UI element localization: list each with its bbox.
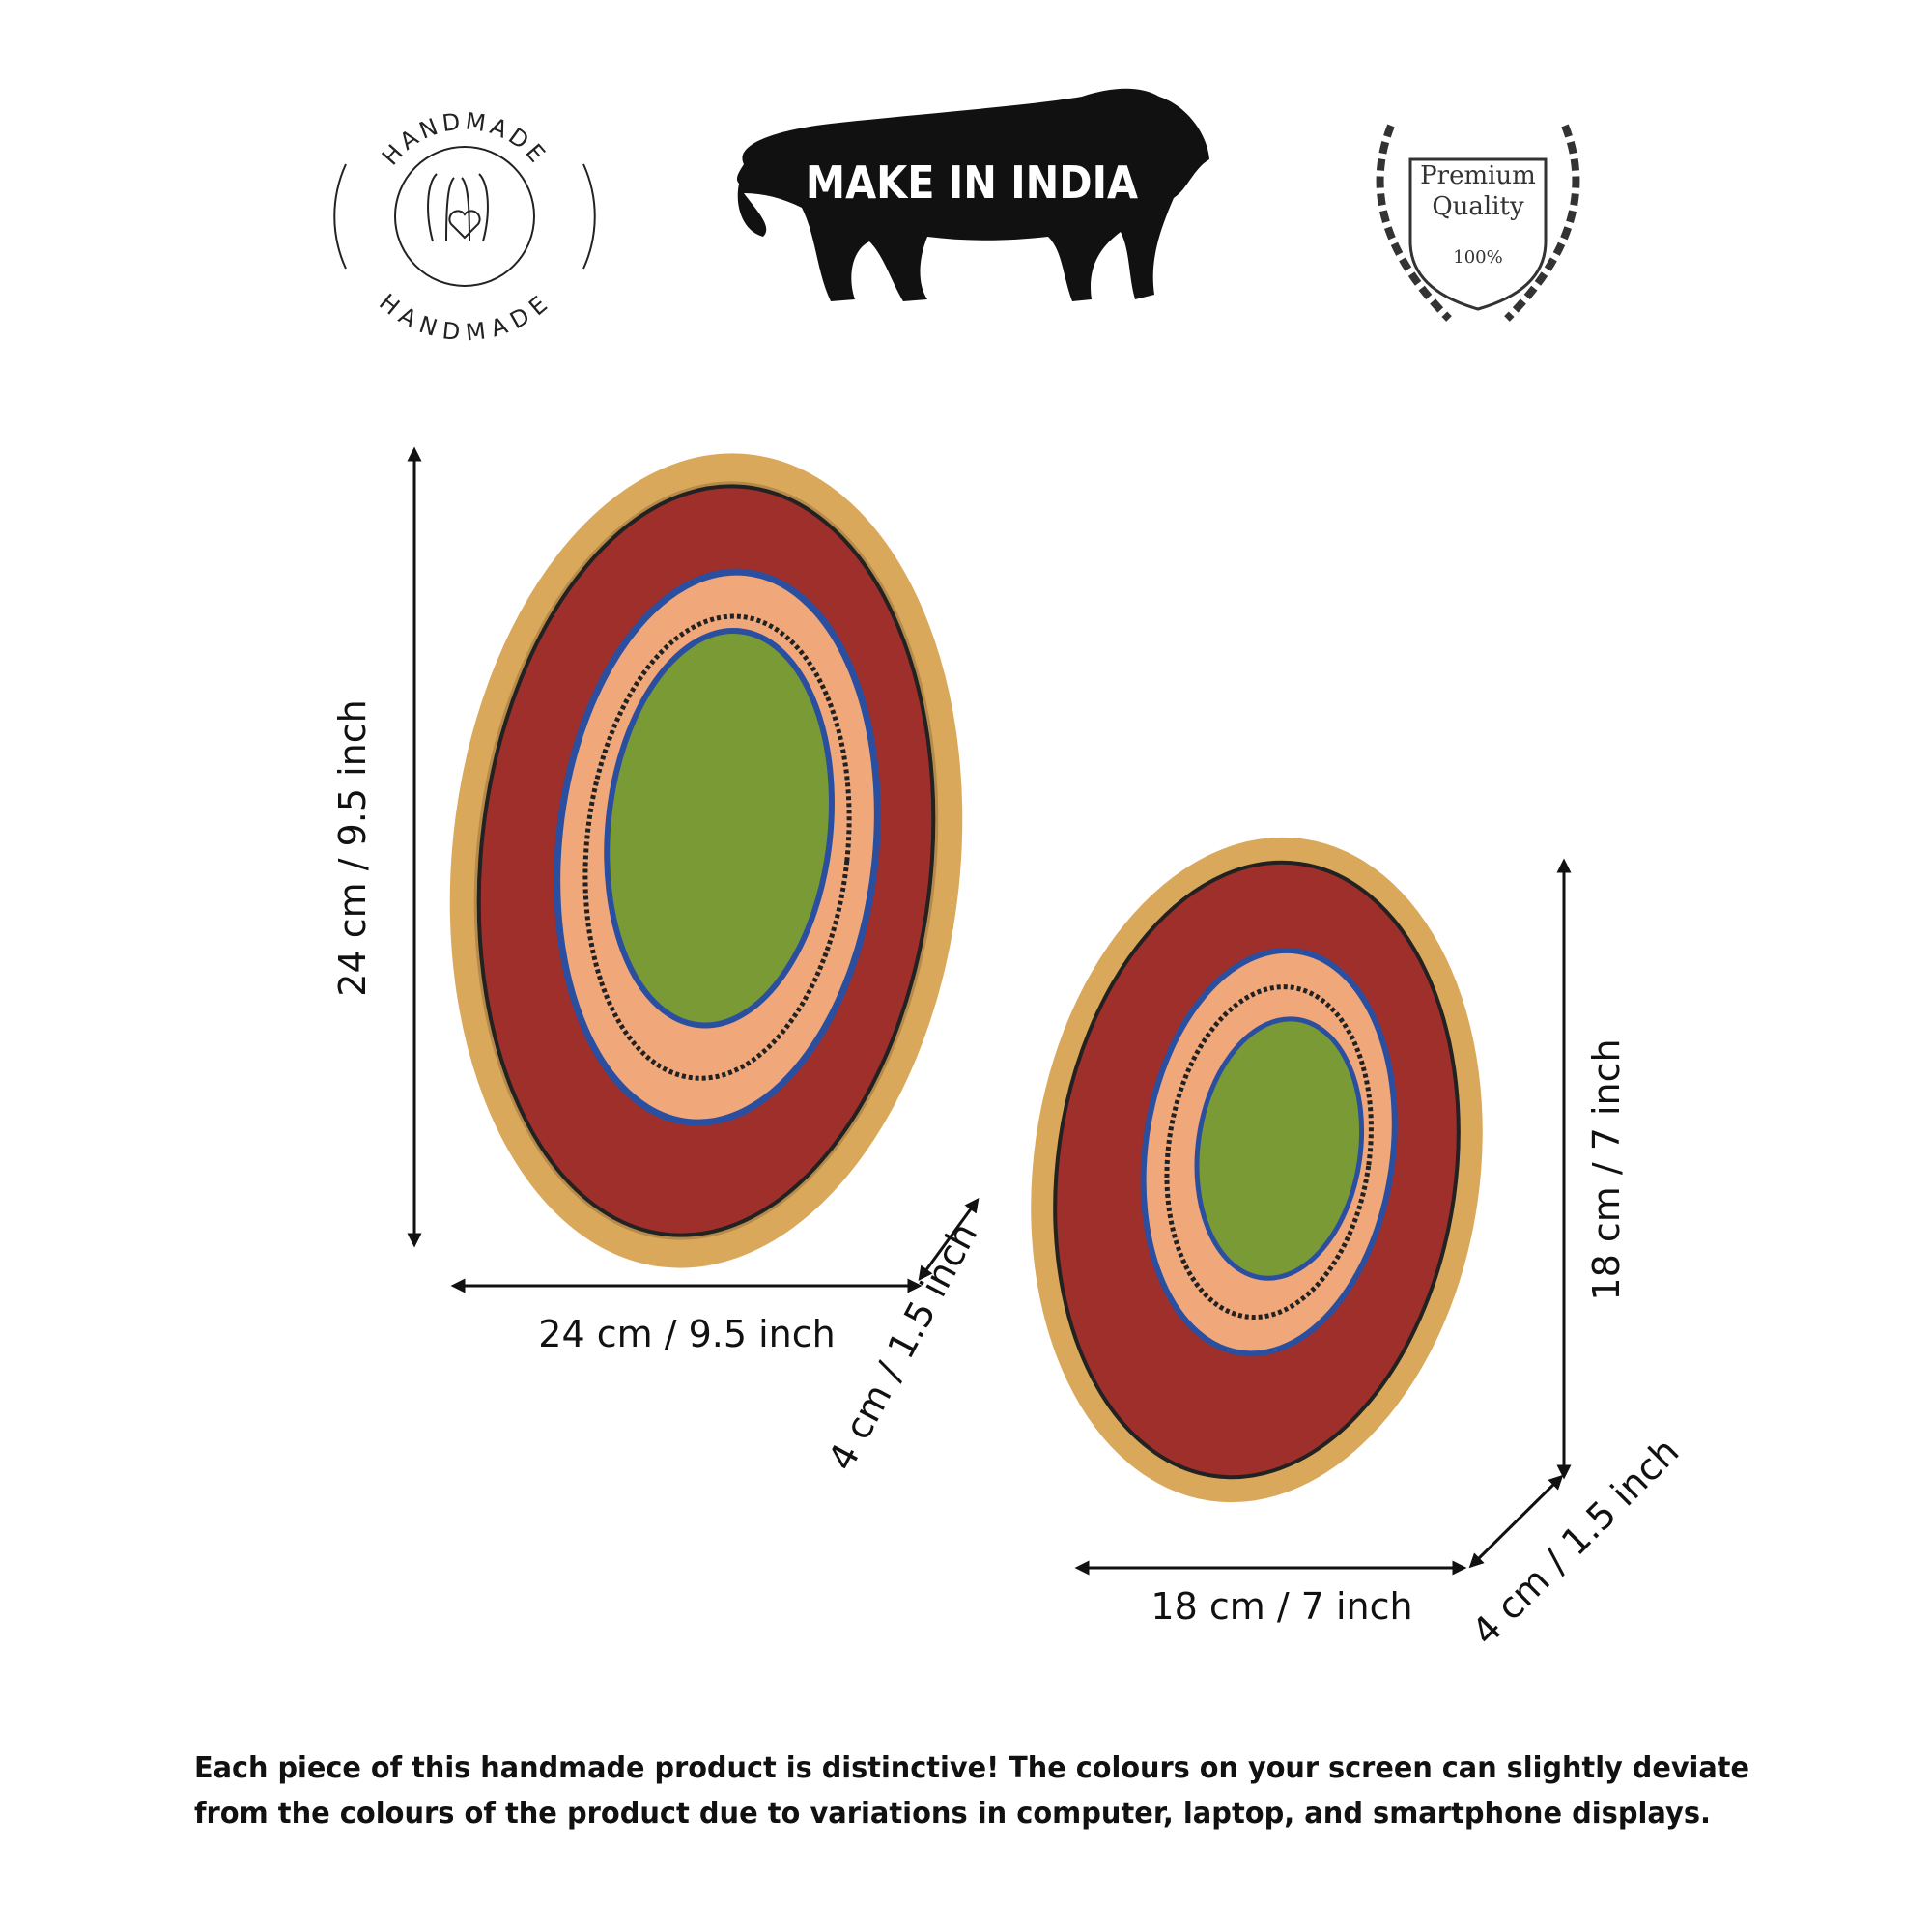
small-plate [1031, 837, 1483, 1503]
large-height: 24 cm / 9.5 inch [331, 699, 374, 996]
dimension-arrow [918, 1197, 980, 1282]
small-width: 18 cm / 7 inch [1151, 1585, 1412, 1628]
badge-text: HANDMADE [377, 107, 553, 170]
handmade-bottom: HANDMADE [374, 288, 551, 346]
quality-text: Quality [1432, 192, 1524, 221]
premium-text: Premium [1420, 161, 1536, 190]
percent-text: 100% [1453, 247, 1502, 268]
disclaimer-line: from the colours of the product due to v… [194, 1797, 1711, 1831]
large-depth: 4 cm / 1.5 inch [820, 1216, 986, 1478]
badge-text: HANDMADE [374, 288, 554, 346]
large-plate [449, 453, 963, 1268]
make-in-india: MAKE IN INDIA [806, 156, 1138, 209]
small-height: 18 cm / 7 inch [1585, 1038, 1628, 1300]
large-width: 24 cm / 9.5 inch [538, 1313, 835, 1355]
premium-badge [1376, 124, 1580, 322]
dimension-arrow [1468, 1474, 1564, 1569]
lion-silhouette [736, 88, 1209, 301]
handmade-badge [333, 146, 596, 287]
handmade-top: HANDMADE [377, 107, 549, 170]
disclaimer-line: Each piece of this handmade product is d… [194, 1751, 1749, 1785]
